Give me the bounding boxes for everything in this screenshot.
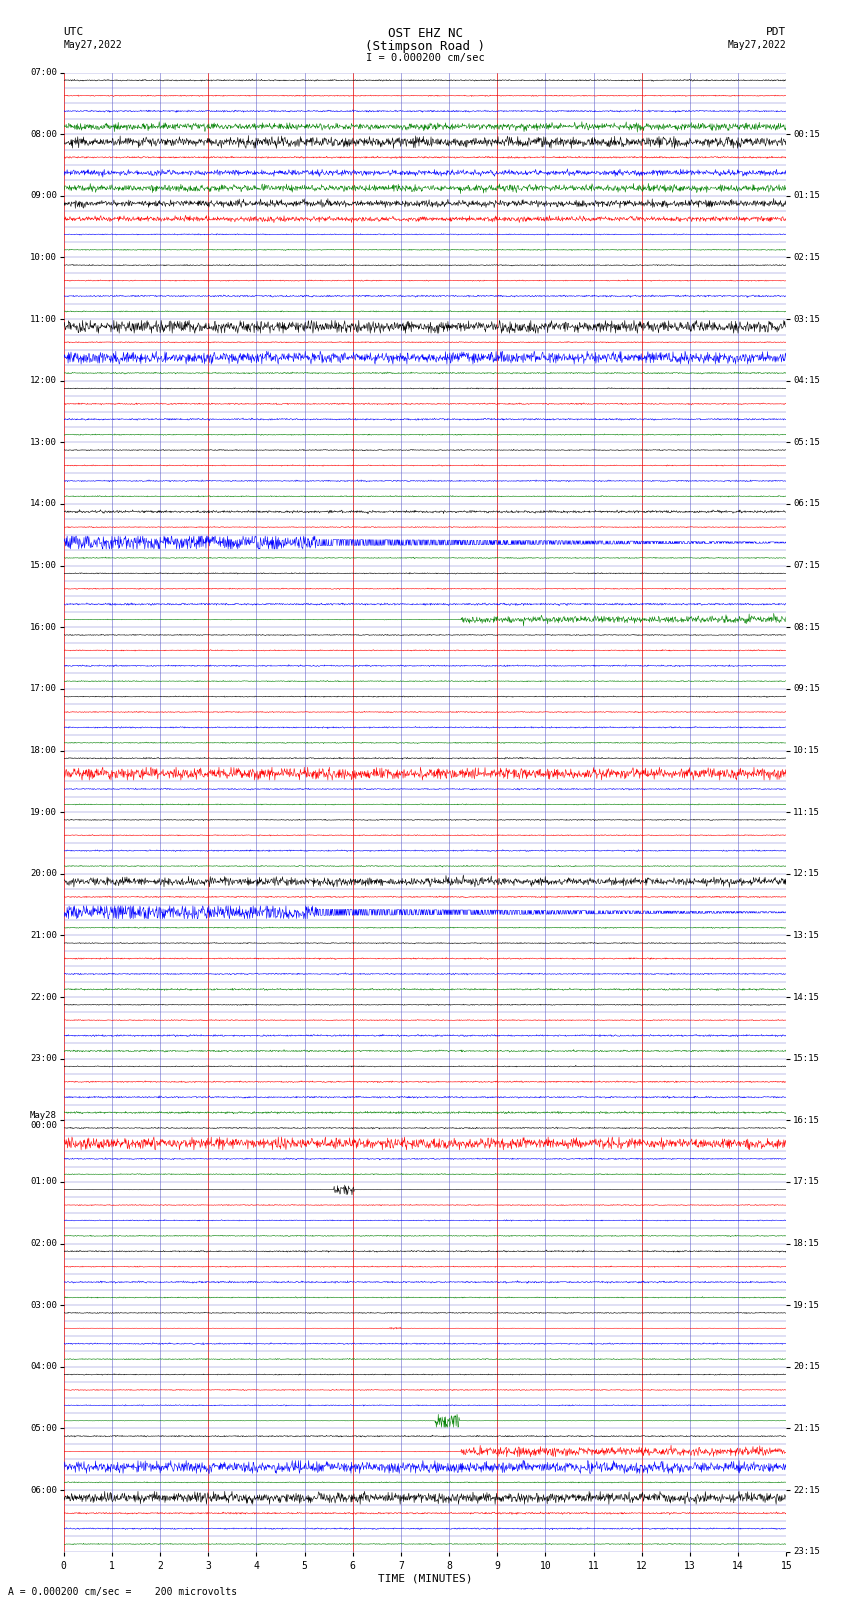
Text: May27,2022: May27,2022: [728, 40, 786, 50]
X-axis label: TIME (MINUTES): TIME (MINUTES): [377, 1574, 473, 1584]
Text: (Stimpson Road ): (Stimpson Road ): [365, 40, 485, 53]
Text: I = 0.000200 cm/sec: I = 0.000200 cm/sec: [366, 53, 484, 63]
Text: PDT: PDT: [766, 27, 786, 37]
Text: OST EHZ NC: OST EHZ NC: [388, 27, 462, 40]
Text: May27,2022: May27,2022: [64, 40, 122, 50]
Text: A = 0.000200 cm/sec =    200 microvolts: A = 0.000200 cm/sec = 200 microvolts: [8, 1587, 238, 1597]
Text: UTC: UTC: [64, 27, 84, 37]
